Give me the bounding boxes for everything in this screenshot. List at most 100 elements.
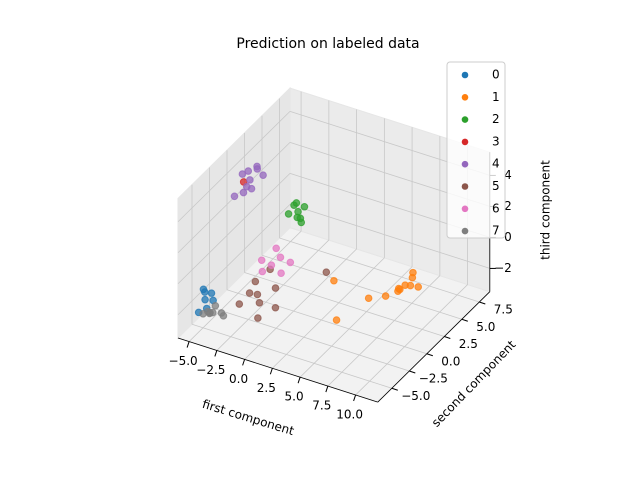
x-tick-label: 2.5 xyxy=(257,381,276,395)
grid-line xyxy=(216,239,330,351)
legend-marker xyxy=(461,205,469,213)
x-tick-label: 7.5 xyxy=(312,399,331,413)
point xyxy=(244,167,253,175)
point xyxy=(322,268,331,276)
grid-line xyxy=(209,306,410,372)
y-tick xyxy=(479,301,486,305)
x-tick xyxy=(297,377,301,384)
legend-marker xyxy=(461,160,469,168)
y-tick-label: 7.5 xyxy=(494,303,513,317)
grid-line xyxy=(244,248,357,360)
grid-line xyxy=(327,275,441,387)
point xyxy=(258,267,267,276)
point xyxy=(286,258,295,267)
point xyxy=(239,188,248,197)
grid-line xyxy=(191,323,392,389)
x-axis-label: first component xyxy=(201,397,296,438)
point xyxy=(211,301,220,310)
grid-line xyxy=(177,173,291,285)
point xyxy=(200,288,209,296)
y-tick xyxy=(391,387,398,391)
grid-line xyxy=(177,111,291,223)
legend-label: 6 xyxy=(492,201,500,215)
grid-line xyxy=(188,230,302,342)
x-tick-label: −5.0 xyxy=(169,354,198,368)
z-tick-label: 4 xyxy=(504,168,512,182)
point xyxy=(255,299,264,307)
point xyxy=(242,182,251,191)
axis-line xyxy=(377,291,491,403)
legend-label: 2 xyxy=(492,112,500,126)
point xyxy=(235,300,244,308)
grid-line xyxy=(177,204,291,316)
x-tick xyxy=(186,341,190,348)
point xyxy=(409,268,417,277)
legend-marker xyxy=(461,71,469,79)
point xyxy=(199,310,207,318)
legend-label: 7 xyxy=(492,224,500,238)
x-tick-label: 5.0 xyxy=(285,390,304,404)
point xyxy=(381,292,390,300)
y-tick-label: 5.0 xyxy=(476,320,495,334)
legend-marker xyxy=(461,94,469,101)
point xyxy=(207,289,216,297)
z-tick-label: −2 xyxy=(494,261,512,275)
grid-line xyxy=(279,237,480,303)
z-tick-label: 2 xyxy=(504,199,512,213)
y-tick xyxy=(444,336,451,340)
legend-label: 4 xyxy=(492,157,500,171)
point xyxy=(332,316,341,324)
legend-box xyxy=(446,61,506,239)
point xyxy=(251,277,260,286)
legend-marker xyxy=(461,138,469,146)
y-tick-label: 0.0 xyxy=(441,354,460,368)
point xyxy=(290,201,298,209)
point xyxy=(406,281,415,290)
point xyxy=(271,284,280,292)
legend-label: 3 xyxy=(492,134,500,148)
point xyxy=(330,276,338,285)
point xyxy=(284,210,293,218)
z-axis-label: third component xyxy=(539,160,553,260)
point xyxy=(253,165,262,173)
x-tick-label: −2.5 xyxy=(196,363,225,377)
grid-line xyxy=(289,203,490,269)
axis-line xyxy=(177,337,378,403)
y-tick xyxy=(461,318,468,322)
point xyxy=(267,261,276,269)
point xyxy=(277,269,285,278)
x-tick xyxy=(269,368,273,375)
grid-line xyxy=(244,272,445,337)
legend-marker xyxy=(461,227,469,235)
point xyxy=(230,192,239,201)
point xyxy=(257,256,266,265)
y-tick-label: −2.5 xyxy=(419,372,448,386)
y-tick-label: −5.0 xyxy=(401,389,430,403)
point xyxy=(300,202,309,211)
legend-label: 1 xyxy=(492,90,500,104)
chart-title: Prediction on labeled data xyxy=(236,36,419,52)
point xyxy=(201,295,209,304)
point xyxy=(219,312,228,320)
x-tick-label: 0.0 xyxy=(229,372,248,386)
point xyxy=(253,290,262,299)
x-tick xyxy=(325,385,329,393)
point xyxy=(394,284,403,293)
y-tick xyxy=(426,353,433,357)
point xyxy=(238,170,247,178)
point xyxy=(293,213,302,222)
y-tick-label: 2.5 xyxy=(459,337,478,351)
point xyxy=(246,176,254,184)
point xyxy=(414,283,423,291)
grid-line xyxy=(355,284,468,396)
y-tick xyxy=(409,370,416,374)
point xyxy=(364,294,373,303)
point xyxy=(297,218,306,227)
point xyxy=(271,303,280,312)
grid-line xyxy=(261,254,462,320)
x-tick xyxy=(353,394,357,402)
legend-label: 0 xyxy=(492,68,500,82)
x-tick xyxy=(242,359,246,366)
point xyxy=(259,171,267,179)
